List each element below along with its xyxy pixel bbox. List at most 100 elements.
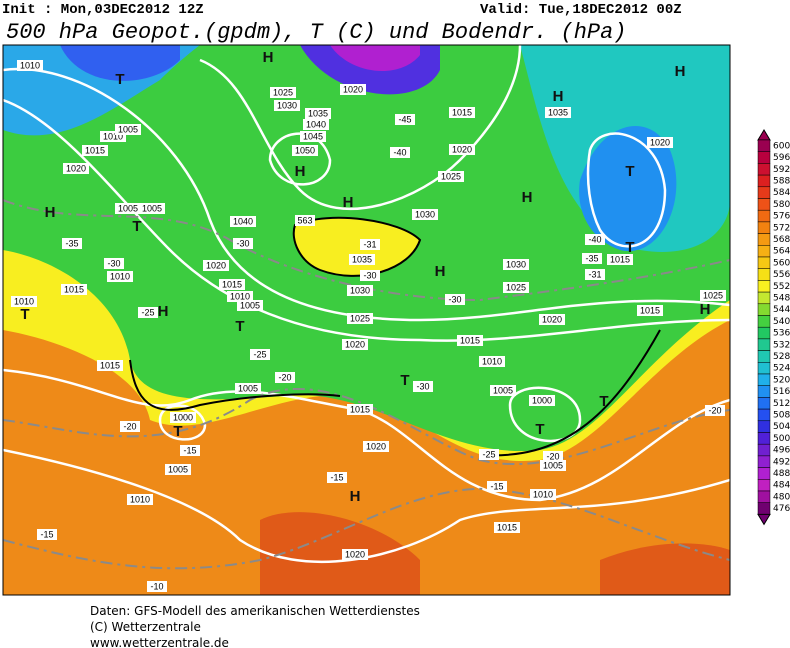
low-marker: T <box>625 239 634 256</box>
low-core <box>579 126 677 252</box>
contour-label: 1035 <box>308 108 328 118</box>
colorbar-swatch <box>757 151 771 164</box>
colorbar-label: 520 <box>773 375 790 385</box>
low-marker: T <box>132 218 141 235</box>
label-box <box>585 234 605 245</box>
label-box <box>445 294 465 305</box>
colorbar: 6005965925885845805765725685645605565525… <box>757 129 790 526</box>
high-marker: H <box>263 49 274 66</box>
contour-label: -15 <box>183 445 196 455</box>
high-marker: H <box>522 189 533 206</box>
colorbar-label: 480 <box>773 492 790 502</box>
contour-label: 1020 <box>366 441 386 451</box>
contour-label: -30 <box>448 294 461 304</box>
contour-label: 1020 <box>542 314 562 324</box>
label-box <box>530 489 556 500</box>
label-box <box>503 282 529 293</box>
high-marker: H <box>295 163 306 180</box>
label-box <box>540 460 566 471</box>
high-marker: H <box>158 303 169 320</box>
colorbar-label: 532 <box>773 340 790 350</box>
contour-label: 1020 <box>345 339 365 349</box>
label-box <box>147 581 167 592</box>
cold-core <box>60 45 180 81</box>
colorbar-label: 524 <box>773 364 790 374</box>
label-box <box>274 100 300 111</box>
label-box <box>62 238 82 249</box>
colorbar-swatch <box>757 502 771 515</box>
isobar <box>3 67 730 322</box>
label-box <box>449 107 475 118</box>
contour-label: 1015 <box>100 360 120 370</box>
footer-line: (C) Wetterzentrale <box>90 620 201 634</box>
contour-label: -15 <box>330 472 343 482</box>
contour-label: 1020 <box>66 163 86 173</box>
contour-label: 1040 <box>306 119 326 129</box>
map-labels: HTHH1035102510301035104010451050HHT10201… <box>11 49 726 592</box>
high-marker: H <box>675 63 686 80</box>
low-marker: T <box>400 372 409 389</box>
low-marker: T <box>20 306 29 323</box>
label-box <box>487 481 507 492</box>
contour-label: 1005 <box>493 385 513 395</box>
label-box <box>165 464 191 475</box>
isotherm <box>3 487 730 570</box>
isotherm <box>3 199 730 302</box>
contour-label: -25 <box>482 449 495 459</box>
contour-label: -35 <box>585 253 598 263</box>
label-box <box>63 163 89 174</box>
label-box <box>120 421 140 432</box>
colorbar-arrow <box>757 513 771 526</box>
colorbar-swatch <box>757 198 771 211</box>
label-box <box>237 300 263 311</box>
label-box <box>138 307 158 318</box>
warm-core <box>600 543 730 595</box>
label-box <box>275 372 295 383</box>
colorbar-swatch <box>757 490 771 503</box>
contour-label: 1015 <box>640 305 660 315</box>
contour-label: 1015 <box>497 522 517 532</box>
isobar <box>199 45 522 211</box>
init-time: Init : Mon,03DEC2012 12Z <box>2 2 204 18</box>
colorbar-label: 584 <box>773 188 790 198</box>
warm-pocket <box>292 216 422 277</box>
label-box <box>342 549 368 560</box>
low-marker: T <box>115 71 124 88</box>
colorbar-label: 576 <box>773 212 790 222</box>
colorbar-label: 508 <box>773 410 790 420</box>
contour-label: 1010 <box>230 291 250 301</box>
colorbar-label: 484 <box>773 481 790 491</box>
colorbar-swatch <box>757 350 771 363</box>
contour-label: -15 <box>40 529 53 539</box>
colorbar-swatch <box>757 303 771 316</box>
contour-label: -20 <box>708 405 721 415</box>
label-box <box>438 171 464 182</box>
colorbar-swatch <box>757 233 771 246</box>
label-box <box>115 124 141 135</box>
map-frame <box>2 44 731 596</box>
contour-label: -20 <box>123 421 136 431</box>
contour-label: 1020 <box>345 549 365 559</box>
colorbar-swatch <box>757 420 771 433</box>
label-box <box>292 145 318 156</box>
contour-label: 1005 <box>543 460 563 470</box>
label-box <box>347 285 373 296</box>
contour-label: 1020 <box>650 137 670 147</box>
label-box <box>82 145 108 156</box>
colorbar-label: 580 <box>773 200 790 210</box>
isobar <box>268 132 332 186</box>
label-box <box>395 114 415 125</box>
contour-label: 1015 <box>460 335 480 345</box>
footer-line: Daten: GFS-Modell des amerikanischen Wet… <box>90 604 420 618</box>
label-box <box>327 472 347 483</box>
label-box <box>230 216 256 227</box>
label-box <box>300 131 326 142</box>
contour-label: 1025 <box>703 290 723 300</box>
label-box <box>127 494 153 505</box>
contour-label: 1030 <box>350 285 370 295</box>
contour-label: 1015 <box>64 284 84 294</box>
contour-label: 1025 <box>350 313 370 323</box>
low-marker: T <box>535 421 544 438</box>
colorbar-swatch <box>757 139 771 152</box>
